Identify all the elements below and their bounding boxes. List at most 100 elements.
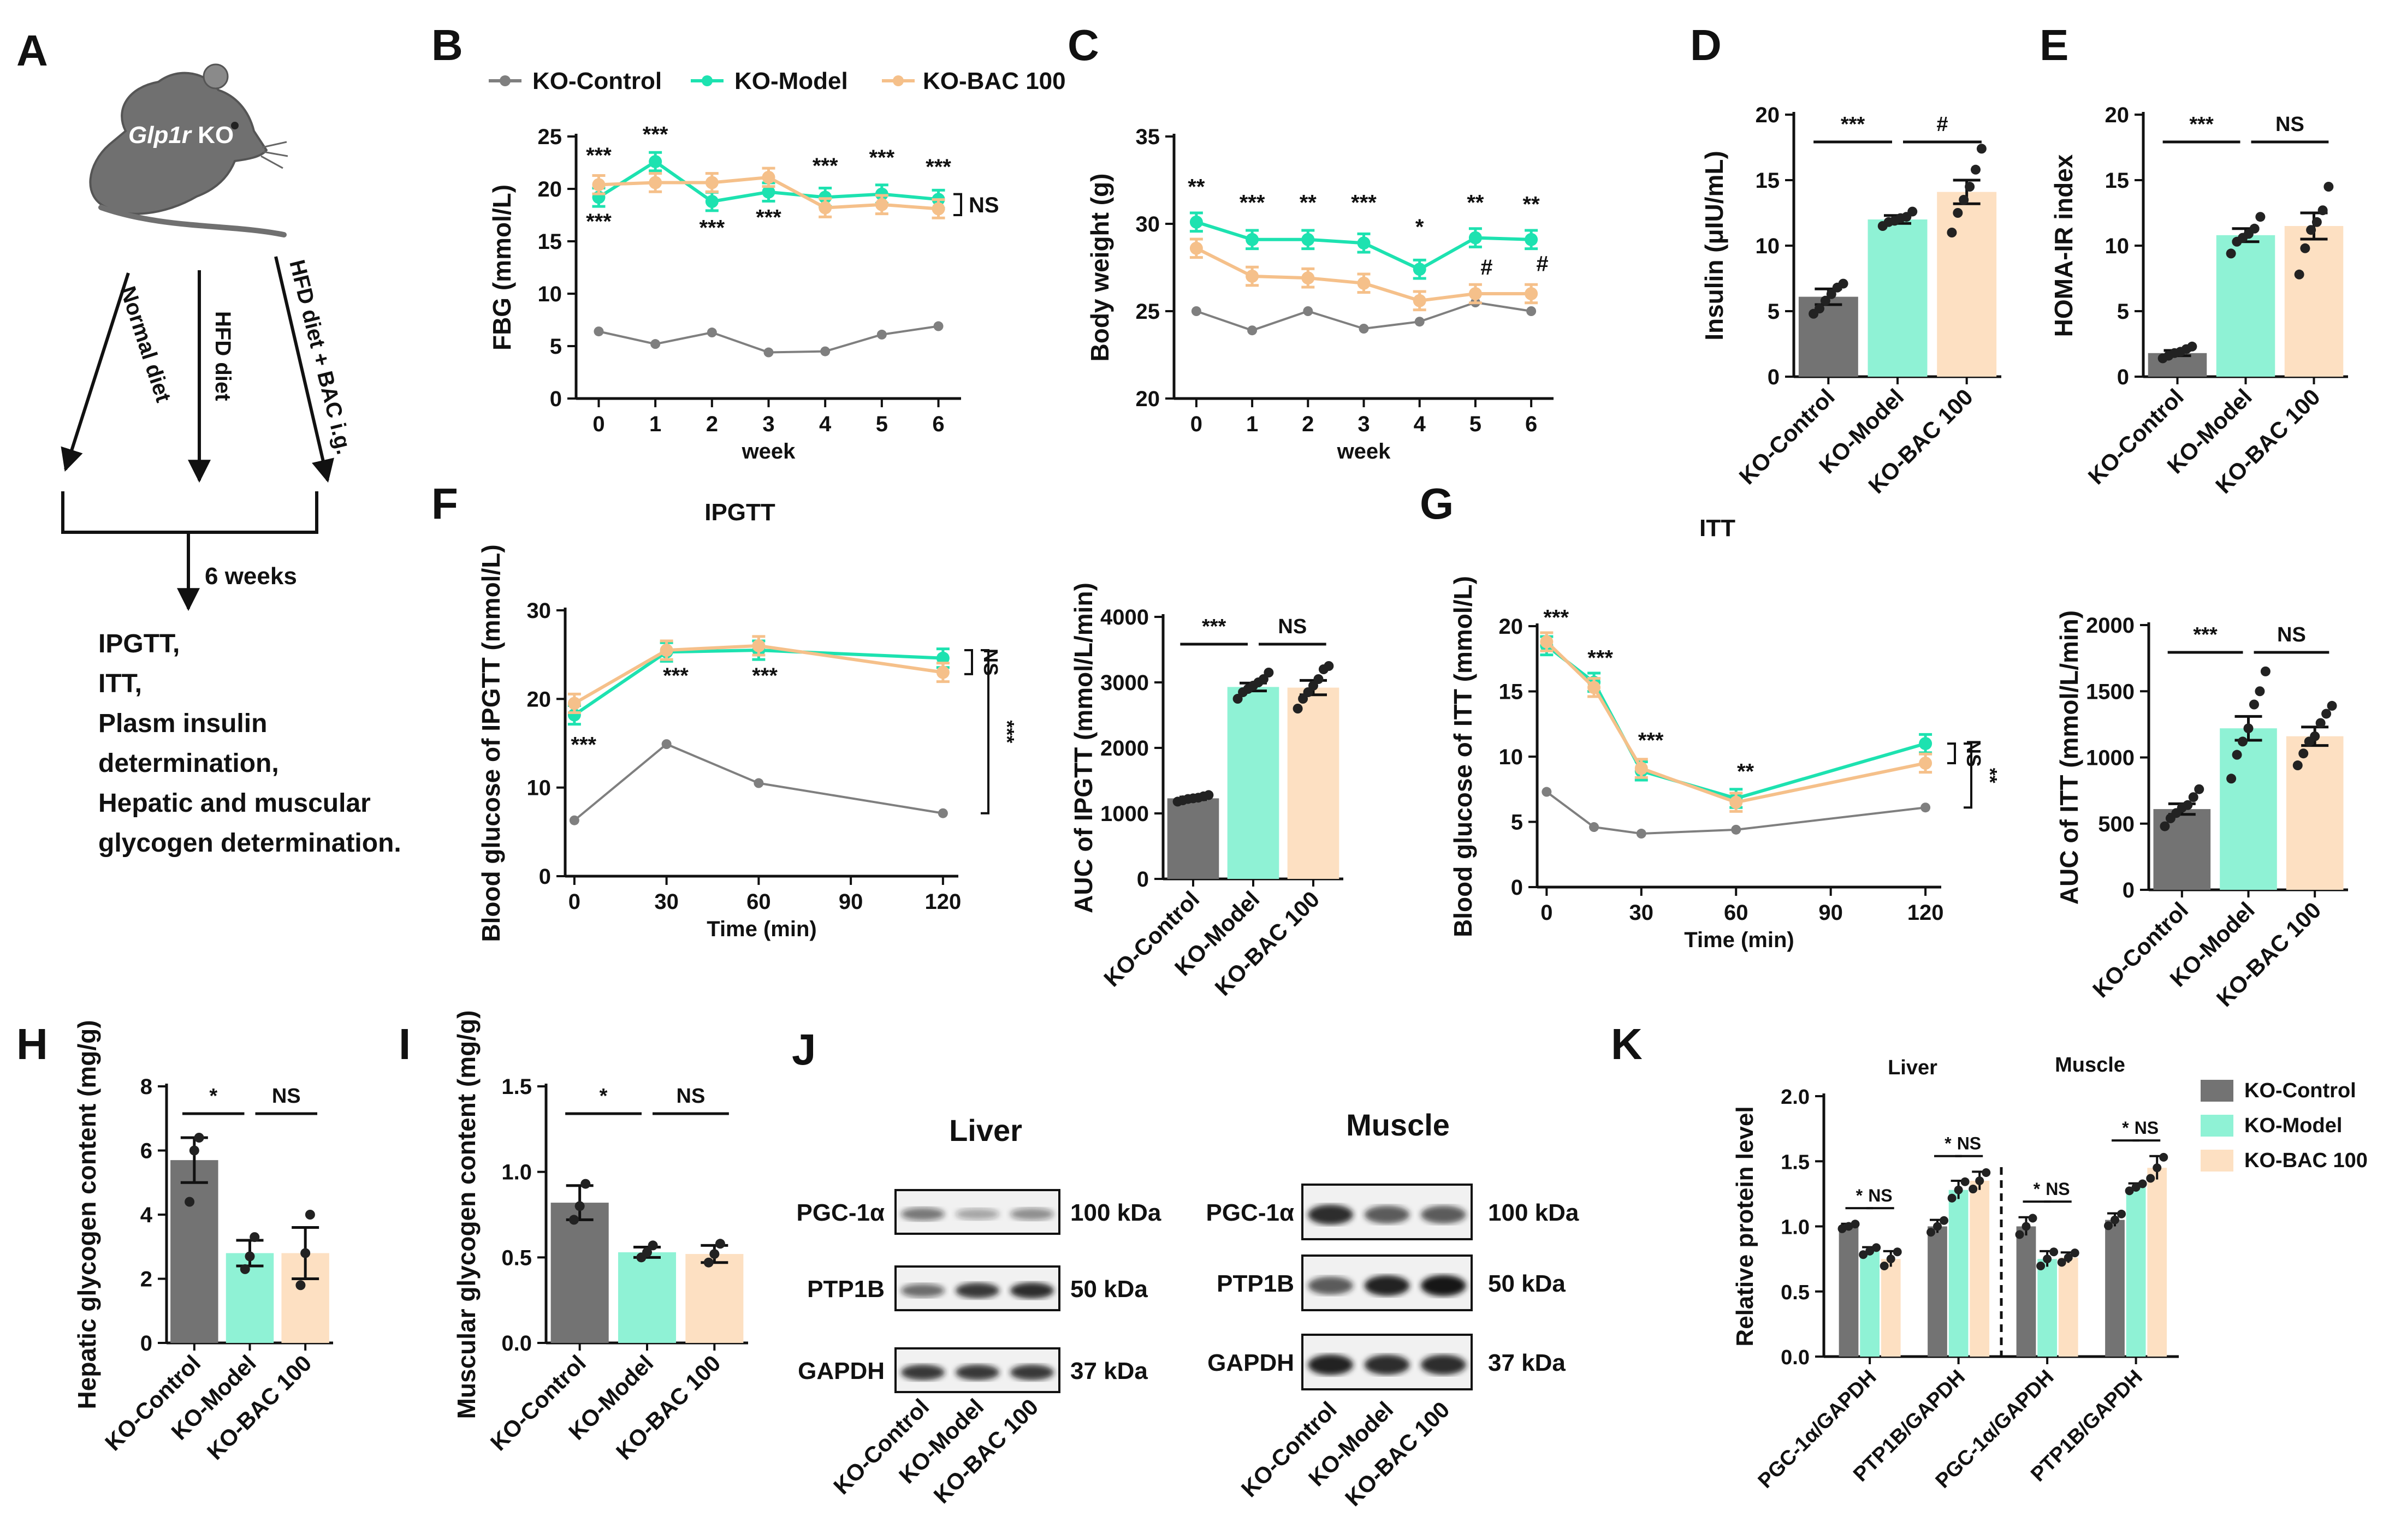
y-tick-label: 2000 bbox=[1100, 736, 1149, 760]
data-point bbox=[1971, 164, 1981, 175]
comparison-label: NS bbox=[1278, 615, 1307, 638]
data-point bbox=[1919, 756, 1933, 770]
data-point bbox=[2315, 718, 2326, 728]
data-point bbox=[938, 808, 948, 818]
blot-band bbox=[1364, 1275, 1410, 1296]
x-axis-label: week bbox=[742, 439, 796, 463]
y-tick-label: 1500 bbox=[2086, 680, 2135, 704]
x-tick-label: 3 bbox=[1358, 412, 1370, 436]
significance-label: ** bbox=[1188, 175, 1205, 199]
significance-label: *** bbox=[586, 144, 612, 168]
y-tick-label: 2000 bbox=[2086, 614, 2135, 638]
blot-band bbox=[956, 1364, 999, 1381]
panel-letter-f: F bbox=[431, 479, 458, 528]
data-point bbox=[592, 178, 606, 192]
bar bbox=[1948, 1190, 1969, 1357]
data-point bbox=[1293, 704, 1303, 713]
x-tick-label: 5 bbox=[876, 412, 888, 436]
outcome-line: Hepatic and muscular bbox=[98, 789, 371, 818]
panel-letter-b: B bbox=[431, 21, 463, 69]
data-point bbox=[2232, 750, 2242, 760]
data-point bbox=[2057, 1258, 2066, 1267]
y-tick-label: 25 bbox=[1136, 300, 1160, 324]
data-point bbox=[936, 665, 950, 679]
blot-size-label: 100 kDa bbox=[1488, 1199, 1579, 1226]
significance-label: *** bbox=[1587, 646, 1613, 670]
data-point bbox=[1954, 1185, 1963, 1194]
legend-label: KO-Model bbox=[2244, 1114, 2342, 1137]
data-point bbox=[194, 1133, 204, 1143]
arm-label-hfd-bac: HFD diet + BAC i.g. bbox=[284, 258, 356, 457]
data-point bbox=[1525, 233, 1538, 246]
panel-letter-d: D bbox=[1690, 21, 1722, 69]
blot-size-label: 100 kDa bbox=[1070, 1199, 1161, 1226]
data-point bbox=[245, 1251, 255, 1262]
data-point bbox=[1525, 287, 1538, 300]
data-point bbox=[1587, 681, 1601, 694]
y-tick-label: 0 bbox=[550, 387, 562, 411]
data-point bbox=[1359, 324, 1369, 334]
legend-label-bac: KO-BAC 100 bbox=[923, 68, 1066, 94]
bar bbox=[1881, 1259, 1901, 1357]
y-tick-label: 0.0 bbox=[1781, 1346, 1810, 1369]
data-point bbox=[2015, 1230, 2024, 1239]
data-point bbox=[715, 1239, 725, 1249]
x-tick-label: 5 bbox=[1469, 412, 1481, 436]
y-tick-label: 20 bbox=[538, 177, 562, 201]
y-tick-label: 0 bbox=[1768, 365, 1780, 389]
blot-band bbox=[1308, 1204, 1354, 1225]
blot-protein-label: GAPDH bbox=[1207, 1349, 1294, 1376]
x-tick-label: KO-Control bbox=[1734, 384, 1839, 489]
blot-protein-label: PGC-1α bbox=[796, 1199, 885, 1226]
x-tick-label: KO-Control bbox=[485, 1350, 591, 1455]
y-tick-label: 5 bbox=[1768, 300, 1780, 324]
bar bbox=[2220, 728, 2277, 890]
comparison-label: *** bbox=[1202, 615, 1226, 638]
x-tick-label: 60 bbox=[1724, 901, 1748, 925]
y-tick-label: 10 bbox=[538, 282, 562, 306]
y-tick-label: 1.0 bbox=[501, 1161, 532, 1185]
x-tick-label: 120 bbox=[925, 890, 962, 914]
bar bbox=[2016, 1226, 2036, 1357]
comparison-label: * bbox=[1856, 1186, 1863, 1205]
comparison-label: NS bbox=[1868, 1186, 1892, 1205]
data-point bbox=[1468, 231, 1482, 245]
data-point bbox=[1926, 1228, 1935, 1237]
data-point bbox=[2146, 1174, 2155, 1183]
data-point bbox=[1919, 737, 1933, 751]
side-bracket bbox=[964, 649, 973, 675]
section-label: Muscle bbox=[2055, 1054, 2125, 1077]
y-tick-label: 3000 bbox=[1100, 671, 1149, 695]
comparison-label: * bbox=[2122, 1118, 2129, 1138]
comparison-label: NS bbox=[2275, 113, 2304, 136]
y-tick-label: 0 bbox=[2117, 365, 2129, 389]
panel-letter-a: A bbox=[16, 26, 48, 75]
bar bbox=[618, 1252, 677, 1343]
chart-f-curve: 0 10 20 30 Blood glucose of IPGTT (mmol/L) 0 3… bbox=[477, 499, 1018, 942]
significance-label: ** bbox=[1300, 191, 1317, 215]
significance-label: *** bbox=[1351, 191, 1377, 215]
y-tick-label: 0 bbox=[2123, 878, 2135, 902]
side-bracket bbox=[1947, 742, 1956, 764]
y-tick-label: 20 bbox=[1136, 387, 1160, 411]
data-point bbox=[1191, 306, 1201, 316]
data-point bbox=[1357, 276, 1371, 290]
data-point bbox=[1634, 762, 1648, 775]
blot-band bbox=[1421, 1275, 1466, 1297]
legend-marker-bac bbox=[893, 75, 904, 86]
data-point bbox=[1729, 795, 1743, 809]
x-tick-label: KO-BAC 100 bbox=[1210, 886, 1325, 1001]
chart-g-curve: 0 5 10 15 20 Blood glucose of ITT (mmol/L) 0 30… bbox=[1449, 515, 2001, 952]
bar bbox=[1227, 687, 1279, 879]
data-point bbox=[705, 195, 719, 209]
chart-i: 0.0 0.5 1.0 1.5 Muscular glycogen content (m… bbox=[452, 1010, 748, 1465]
y-tick-label: 5 bbox=[2117, 300, 2129, 324]
data-point bbox=[1413, 294, 1426, 307]
x-tick-label: 60 bbox=[746, 890, 771, 914]
data-point bbox=[2194, 784, 2204, 794]
y-tick-label: 8 bbox=[140, 1075, 152, 1099]
y-axis-label: Muscular glycogen content (mg/g) bbox=[452, 1010, 481, 1419]
blot-protein-label: PGC-1α bbox=[1206, 1199, 1294, 1226]
data-point bbox=[1468, 287, 1482, 300]
y-tick-label: 2 bbox=[140, 1268, 152, 1292]
